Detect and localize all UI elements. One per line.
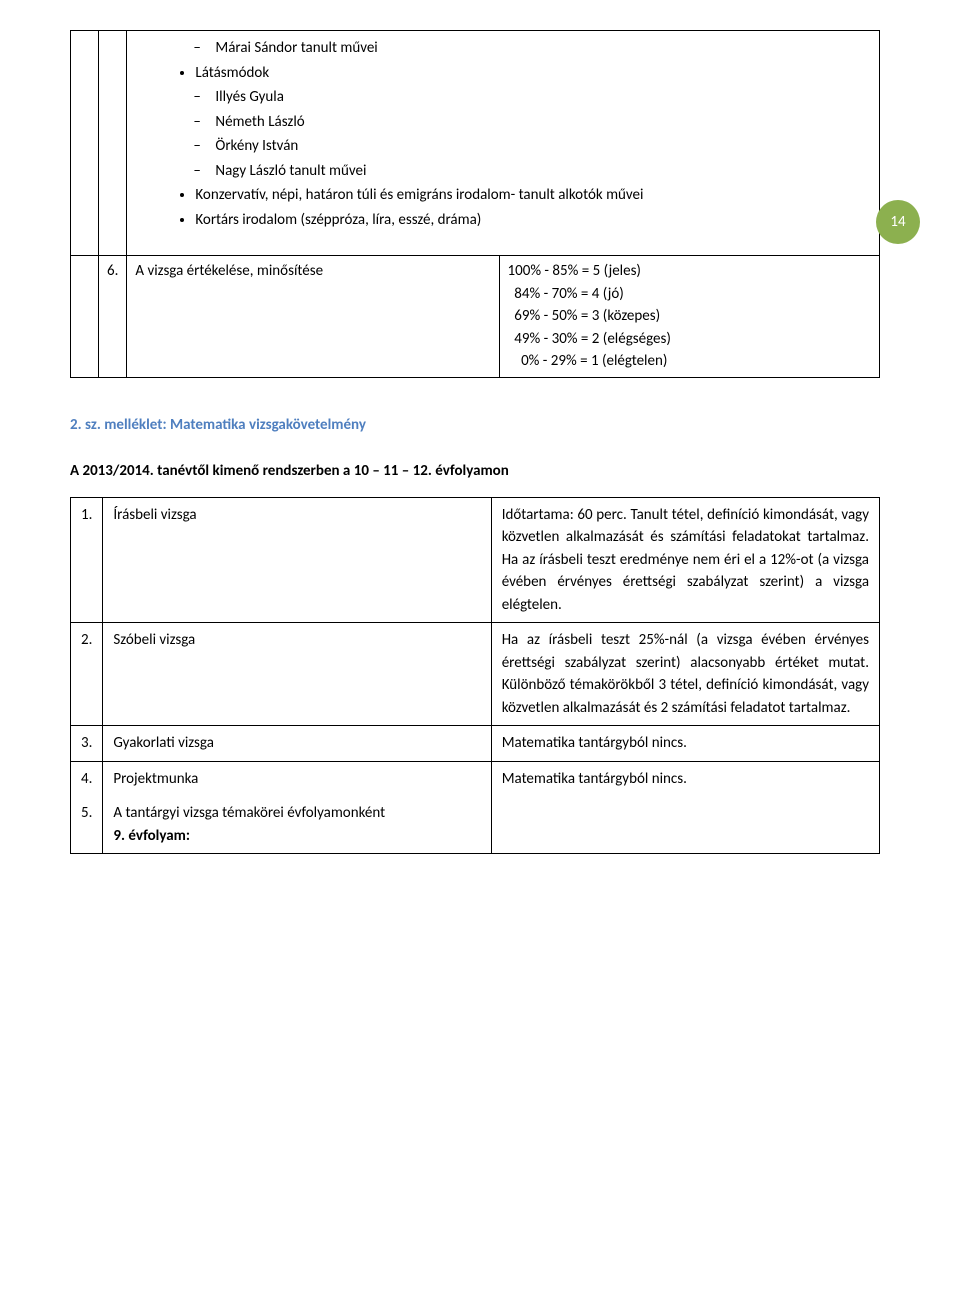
table-row: 2. Szóbeli vizsga Ha az írásbeli teszt 2… — [71, 623, 880, 726]
dash-item: Márai Sándor tanult művei — [215, 37, 871, 60]
dash-list-top: Márai Sándor tanult művei — [135, 37, 871, 60]
grade-line: 0% - 29% = 1 (elégtelen) — [508, 350, 871, 373]
table-row: 5. A tantárgyi vizsga témakörei évfolyam… — [71, 796, 880, 854]
row-desc: Időtartama: 60 perc. Tanult tétel, defin… — [491, 497, 879, 623]
table-row: 4. Projektmunka Matematika tantárgyból n… — [71, 761, 880, 796]
row5-label-line1: A tantárgyi vizsga témakörei évfolyamonk… — [113, 804, 385, 822]
row5-label-line2: 9. évfolyam: — [113, 827, 190, 845]
row-num: 2. — [71, 623, 103, 726]
row-num: 3. — [71, 726, 103, 762]
table1-content-cell: Márai Sándor tanult művei Látásmódok Ill… — [127, 31, 880, 256]
dash-item: Németh László — [215, 111, 871, 134]
table1-col-a — [71, 256, 99, 378]
dash-item: Örkény István — [215, 135, 871, 158]
disc-item: Kortárs irodalom (széppróza, líra, esszé… — [195, 209, 871, 232]
subtitle-paragraph: A 2013/2014. tanévtől kimenő rendszerben… — [70, 460, 880, 483]
table1-row6-grading: 100% - 85% = 5 (jeles) 84% - 70% = 4 (jó… — [499, 256, 879, 378]
row-label: Írásbeli vizsga — [103, 497, 491, 623]
table1-row6-label: A vizsga értékelése, minősítése — [127, 256, 499, 378]
disc-item: Konzervatív, népi, határon túli és emigr… — [195, 184, 871, 207]
row-desc: Matematika tantárgyból nincs. — [491, 726, 879, 762]
row-num: 4. — [71, 761, 103, 796]
dash-list-mid: Illyés Gyula Németh László Örkény István… — [135, 86, 871, 182]
row-num: 5. — [71, 796, 103, 854]
grade-line: 84% - 70% = 4 (jó) — [508, 283, 871, 306]
row-desc: Matematika tantárgyból nincs. — [491, 761, 879, 796]
dash-item: Illyés Gyula — [215, 86, 871, 109]
grade-line: 49% - 30% = 2 (elégséges) — [508, 328, 871, 351]
table-row: 1. Írásbeli vizsga Időtartama: 60 perc. … — [71, 497, 880, 623]
disc-list-2: Konzervatív, népi, határon túli és emigr… — [135, 184, 871, 231]
row-label: Projektmunka — [103, 761, 491, 796]
table-row: 3. Gyakorlati vizsga Matematika tantárgy… — [71, 726, 880, 762]
row-label: Gyakorlati vizsga — [103, 726, 491, 762]
row5-label-cell: A tantárgyi vizsga témakörei évfolyamonk… — [103, 796, 491, 854]
disc-list-1: Látásmódok — [135, 62, 871, 85]
row-desc — [491, 796, 879, 854]
row-num: 1. — [71, 497, 103, 623]
math-exam-table: 1. Írásbeli vizsga Időtartama: 60 perc. … — [70, 497, 880, 855]
page-number-badge: 14 — [876, 200, 920, 244]
row-desc: Ha az írásbeli teszt 25%-nál (a vizsga é… — [491, 623, 879, 726]
disc-item: Látásmódok — [195, 62, 871, 85]
grade-line: 100% - 85% = 5 (jeles) — [508, 260, 871, 283]
row-label: Szóbeli vizsga — [103, 623, 491, 726]
section-title: 2. sz. melléklet: Matematika vizsgakövet… — [70, 414, 880, 437]
table1-col-b — [99, 31, 127, 256]
dash-item: Nagy László tanult művei — [215, 160, 871, 183]
grade-line: 69% - 50% = 3 (közepes) — [508, 305, 871, 328]
literature-table: Márai Sándor tanult művei Látásmódok Ill… — [70, 30, 880, 378]
table1-col-a — [71, 31, 99, 256]
table1-row6-num: 6. — [99, 256, 127, 378]
